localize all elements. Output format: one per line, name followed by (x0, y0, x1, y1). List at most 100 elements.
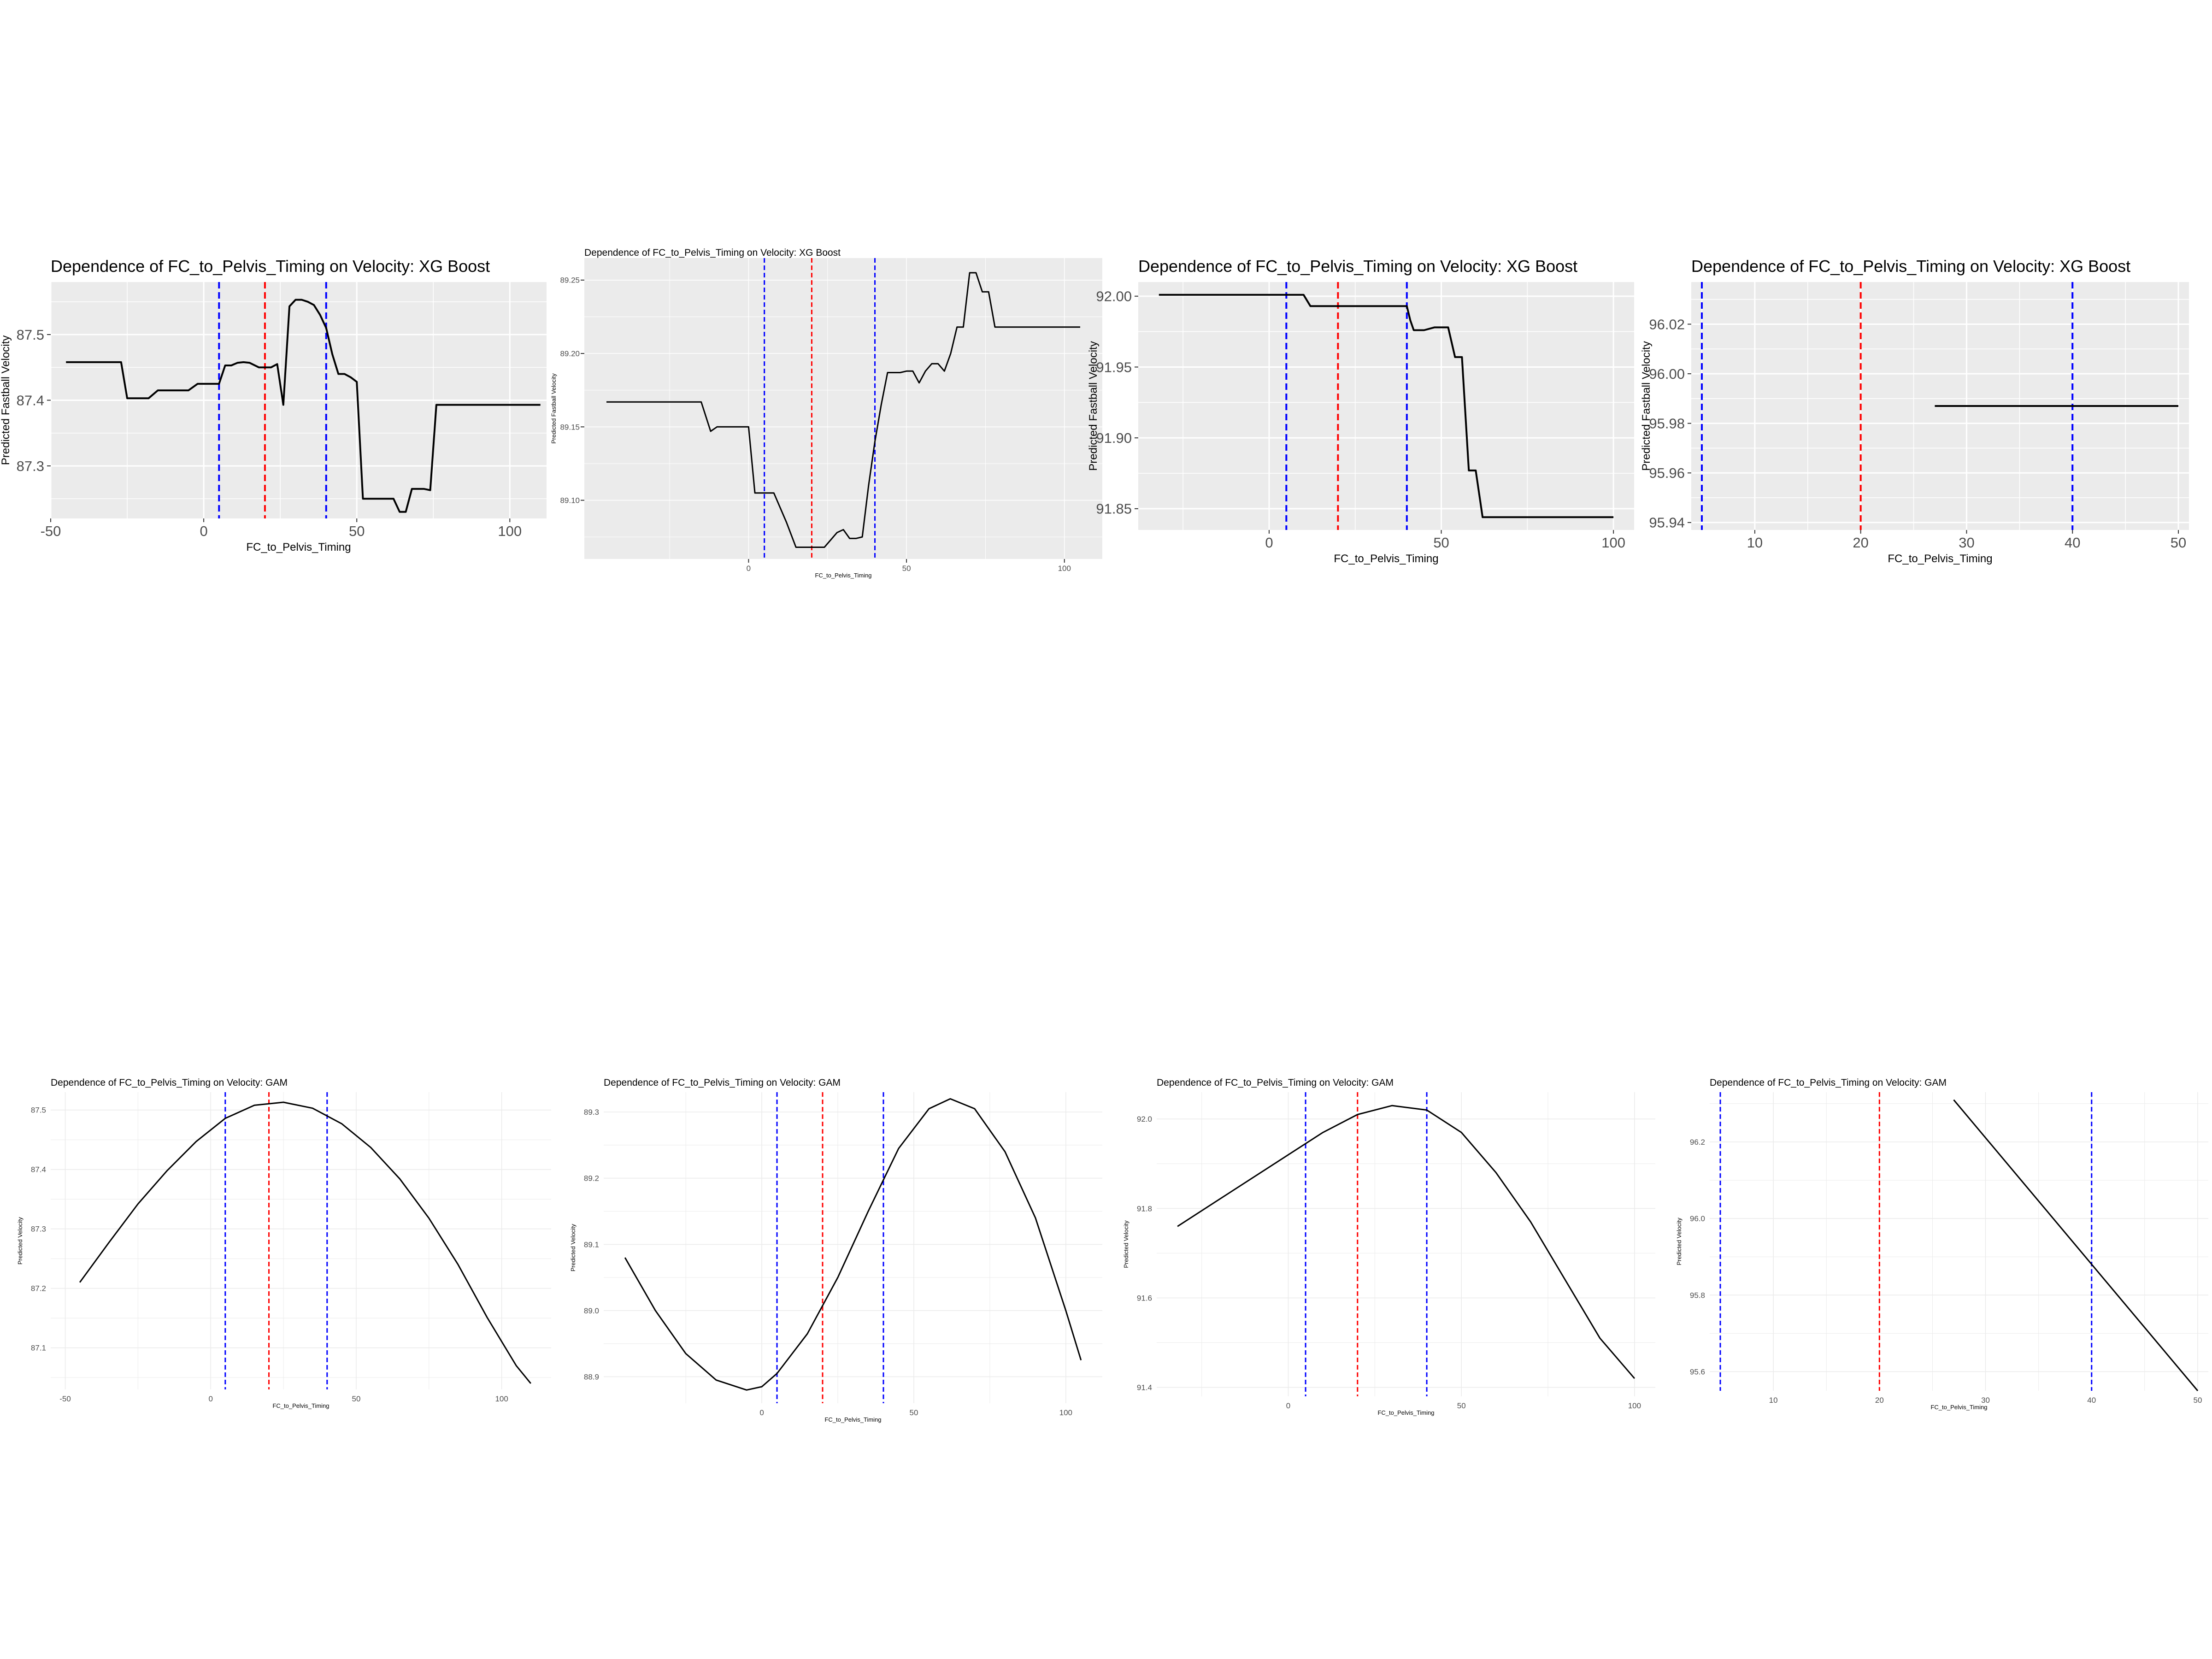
x-tick-label: 100 (1059, 1408, 1072, 1417)
chart-title: Dependence of FC_to_Pelvis_Timing on Vel… (51, 257, 490, 276)
chart-title: Dependence of FC_to_Pelvis_Timing on Vel… (1710, 1077, 1947, 1088)
y-axis-label: Predicted Velocity (17, 1217, 24, 1265)
chart-title: Dependence of FC_to_Pelvis_Timing on Vel… (1138, 257, 1577, 276)
y-tick-label: 96.02 (1649, 316, 1685, 332)
y-tick-label: 89.1 (584, 1240, 599, 1249)
x-tick-label: 40 (2087, 1396, 2096, 1405)
y-tick-label: 87.3 (17, 458, 44, 474)
x-axis-label: FC_to_Pelvis_Timing (272, 1402, 329, 1409)
y-tick-label: 89.0 (584, 1306, 599, 1315)
y-axis-label: Predicted Velocity (1123, 1220, 1130, 1268)
y-axis-label: Predicted Fastball Velocity (1087, 341, 1100, 471)
panel-background (604, 1092, 1102, 1403)
x-tick-label: 50 (349, 523, 365, 539)
x-tick-label: 0 (1265, 535, 1273, 551)
y-tick-label: 87.3 (31, 1225, 46, 1234)
y-tick-label: 96.0 (1690, 1214, 1705, 1223)
panel-background (1710, 1092, 2208, 1391)
series-line-1 (624, 1098, 1082, 1391)
x-tick-label: 100 (1058, 564, 1071, 573)
chart-title: Dependence of FC_to_Pelvis_Timing on Vel… (1157, 1077, 1394, 1088)
y-tick-label: 92.0 (1137, 1115, 1152, 1124)
x-tick-label: 30 (1981, 1396, 1990, 1405)
y-tick-label: 87.2 (31, 1284, 46, 1293)
y-tick-label: 88.9 (584, 1373, 599, 1382)
x-tick-label: 0 (1286, 1401, 1290, 1410)
series-line-1 (79, 1101, 531, 1384)
y-tick-label: 95.8 (1690, 1291, 1705, 1300)
x-tick-label: 40 (2065, 535, 2080, 551)
series-line-1 (606, 272, 1080, 548)
chart-panel-8: 10 20 30 40 50 95.6 95.8 96.0 96.2 Dependence of … (1676, 1077, 2208, 1411)
x-tick-label: 100 (498, 523, 522, 539)
series-line-1 (66, 299, 541, 513)
y-tick-label: 89.2 (584, 1174, 599, 1183)
chart-panel-7: 0 50 100 91.4 91.6 91.8 92.0 Dependence of FC_t… (1123, 1077, 1655, 1416)
panel-background (1157, 1092, 1655, 1396)
y-axis-label: Predicted Fastball Velocity (1640, 341, 1653, 471)
chart-panel-4: 10 20 30 40 50 95.94 95.96 95.98 96.00 96.02 Depen… (1640, 257, 2189, 565)
y-tick-label: 89.20 (560, 349, 580, 358)
x-tick-label: 20 (1853, 535, 1868, 551)
x-tick-label: 50 (2171, 535, 2186, 551)
x-axis-label: FC_to_Pelvis_Timing (1334, 553, 1438, 565)
chart-panel-3: 0 50 100 91.85 91.90 91.95 92.00 Dependence of … (1087, 257, 1634, 565)
y-tick-label: 95.98 (1649, 416, 1685, 432)
y-tick-label: 89.15 (560, 423, 580, 431)
y-tick-label: 91.90 (1096, 430, 1132, 446)
x-tick-label: -50 (41, 523, 61, 539)
y-tick-label: 91.4 (1137, 1383, 1152, 1392)
y-tick-label: 87.5 (31, 1106, 46, 1115)
x-axis-label: FC_to_Pelvis_Timing (1930, 1404, 1987, 1411)
y-tick-label: 87.4 (31, 1165, 46, 1174)
y-tick-label: 91.8 (1137, 1204, 1152, 1213)
chart-panel-6: 0 50 100 88.9 89.0 89.1 89.2 89.3 Dependence of … (570, 1077, 1102, 1423)
y-tick-label: 91.85 (1096, 501, 1132, 517)
x-tick-label: 100 (1601, 535, 1625, 551)
y-tick-label: 92.00 (1096, 288, 1132, 305)
chart-panel-1: -50 0 50 100 87.3 87.4 87.5 Dependence of FC_to… (0, 257, 547, 553)
series-line-1 (1177, 1105, 1635, 1379)
y-tick-label: 91.95 (1096, 359, 1132, 375)
y-tick-label: 89.3 (584, 1108, 599, 1117)
chart-panel-2: 0 50 100 89.10 89.15 89.20 89.25 Dependence of … (550, 247, 1102, 579)
y-tick-label: 87.1 (31, 1344, 46, 1353)
x-axis-label: FC_to_Pelvis_Timing (246, 541, 351, 553)
y-tick-label: 87.5 (17, 327, 44, 343)
chart-panel-5: -50 0 50 100 87.1 87.2 87.3 87.4 87.5 Dependence … (17, 1077, 551, 1409)
y-axis-label: Predicted Velocity (1676, 1218, 1683, 1265)
chart-title: Dependence of FC_to_Pelvis_Timing on Vel… (1691, 257, 2130, 276)
chart-title: Dependence of FC_to_Pelvis_Timing on Vel… (51, 1077, 288, 1088)
y-tick-label: 96.2 (1690, 1138, 1705, 1147)
panel-background (1138, 282, 1634, 530)
y-tick-label: 91.6 (1137, 1294, 1152, 1302)
y-axis-label: Predicted Velocity (570, 1224, 577, 1271)
y-tick-label: 96.00 (1649, 366, 1685, 382)
x-tick-label: 10 (1769, 1396, 1778, 1405)
x-tick-label: 20 (1875, 1396, 1884, 1405)
x-axis-label: FC_to_Pelvis_Timing (1888, 553, 1992, 565)
x-tick-label: 50 (909, 1408, 918, 1417)
panel-background (584, 258, 1102, 559)
y-axis-label: Predicted Fastball Velocity (550, 373, 557, 444)
x-tick-label: 0 (759, 1408, 764, 1417)
series-line-1 (1159, 294, 1614, 518)
y-tick-label: 95.6 (1690, 1367, 1705, 1376)
y-tick-label: 89.10 (560, 496, 580, 505)
x-tick-label: 50 (1433, 535, 1449, 551)
y-tick-label: 87.4 (17, 392, 44, 408)
x-axis-label: FC_to_Pelvis_Timing (815, 572, 871, 579)
x-tick-label: 0 (209, 1394, 213, 1403)
x-tick-label: 10 (1747, 535, 1763, 551)
y-tick-label: 89.25 (560, 276, 580, 285)
chart-title: Dependence of FC_to_Pelvis_Timing on Vel… (584, 247, 841, 258)
x-tick-label: 0 (200, 523, 207, 539)
x-axis-label: FC_to_Pelvis_Timing (824, 1416, 881, 1423)
x-axis-label: FC_to_Pelvis_Timing (1377, 1409, 1434, 1416)
y-tick-label: 95.96 (1649, 465, 1685, 481)
x-tick-label: 50 (2194, 1396, 2202, 1405)
x-tick-label: 0 (747, 564, 751, 573)
x-tick-label: 50 (1457, 1401, 1466, 1410)
x-tick-label: 50 (352, 1394, 361, 1403)
